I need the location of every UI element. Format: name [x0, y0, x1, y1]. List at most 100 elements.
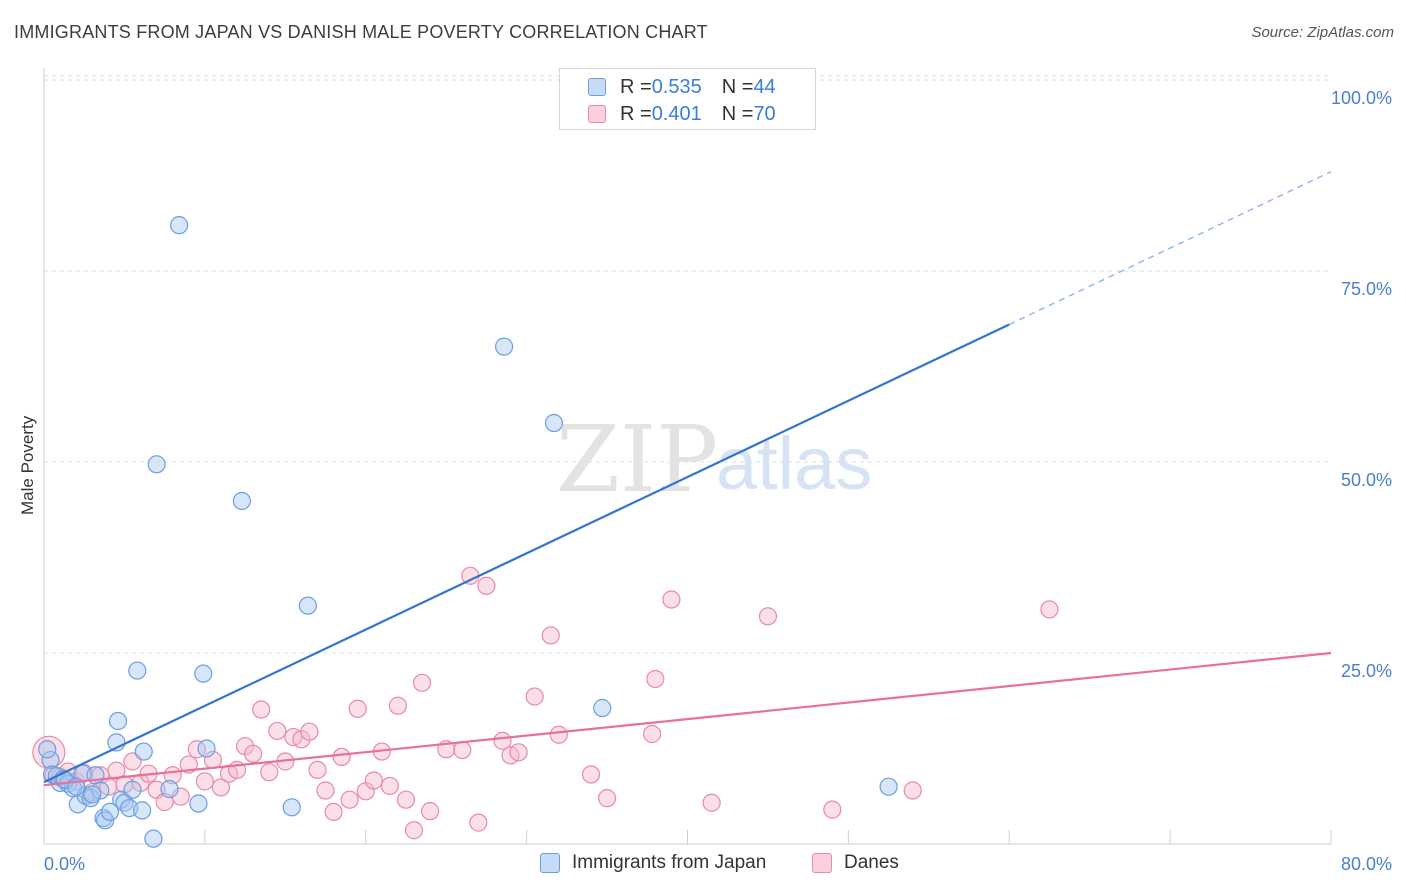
japan-point: [38, 740, 57, 759]
source-label: Source: ZipAtlas.com: [1251, 24, 1394, 41]
watermark-atlas: atlas: [716, 422, 872, 505]
japan-point: [134, 742, 153, 761]
japan-point: [128, 661, 147, 680]
danes-point: [187, 740, 206, 759]
japan-point: [232, 491, 251, 511]
japan-point: [189, 794, 208, 813]
danes-point: [541, 626, 560, 645]
japan-point: [96, 811, 115, 830]
danes-point: [324, 802, 343, 822]
danes-point: [643, 724, 662, 744]
japan-point: [144, 829, 163, 848]
danes-point: [195, 772, 214, 791]
danes-point: [388, 696, 408, 715]
series-legend: Immigrants from Japan Danes: [0, 852, 1406, 878]
japan-point: [100, 802, 120, 822]
danes-point: [549, 725, 568, 744]
y-axis-label-wrap: Male Poverty: [18, 416, 42, 635]
legend-swatch-japan: [588, 78, 606, 96]
y-tick-label: 25.0%: [1341, 661, 1392, 681]
japan-point: [133, 801, 152, 820]
danes-point: [316, 781, 335, 800]
japan-point: [108, 711, 128, 731]
japan-point: [83, 785, 102, 804]
danes-point: [702, 793, 721, 812]
japan-points: [38, 70, 898, 848]
danes-point: [404, 821, 424, 840]
danes-point: [107, 761, 126, 780]
y-tick-label: 75.0%: [1341, 279, 1392, 299]
x-tick-label: 80.0%: [1341, 854, 1392, 874]
japan-point: [147, 455, 166, 474]
danes-point: [509, 743, 528, 762]
legend-n-value: 44: [753, 75, 776, 98]
danes-trend-line: [43, 651, 1332, 787]
danes-point: [252, 700, 271, 719]
axes: [43, 68, 1332, 845]
japan-point: [298, 596, 317, 615]
danes-point: [823, 800, 842, 819]
correlation-legend: R = 0.535 N = 44 R = 0.401 N = 70: [559, 68, 816, 130]
legend-row-japan: R = 0.535 N = 44: [588, 74, 776, 100]
japan-point: [197, 739, 216, 758]
japan-point: [41, 750, 60, 770]
legend-n-value: 70: [753, 102, 776, 125]
legend-n-label: N =: [721, 75, 754, 98]
danes-point: [244, 744, 263, 763]
japan-point: [282, 798, 301, 817]
danes-point: [469, 813, 488, 832]
legend-swatch-danes: [588, 105, 606, 123]
y-tick-label: 100.0%: [1331, 88, 1392, 108]
chart-title: IMMIGRANTS FROM JAPAN VS DANISH MALE POV…: [14, 22, 708, 42]
danes-point: [300, 722, 319, 741]
danes-point: [525, 687, 544, 706]
y-tick-label: 50.0%: [1341, 470, 1392, 490]
legend-swatch-danes: [812, 853, 832, 873]
legend-r-value: 0.535: [651, 75, 702, 98]
japan-trend-line: [43, 323, 1010, 784]
legend-r-label: R =: [620, 102, 652, 125]
japan-point: [115, 793, 134, 812]
danes-point: [581, 765, 601, 784]
danes-point: [268, 721, 287, 741]
japan-point: [495, 337, 514, 356]
danes-point: [364, 771, 383, 790]
legend-label-danes: Danes: [844, 852, 899, 873]
legend-r-label: R =: [620, 75, 652, 98]
danes-point: [348, 699, 367, 718]
japan-point: [593, 698, 612, 718]
japan-point: [194, 664, 213, 683]
danes-point: [421, 802, 440, 821]
danes-points: [32, 566, 1059, 840]
danes-point: [211, 778, 231, 797]
danes-point: [260, 763, 279, 782]
danes-point: [662, 590, 681, 609]
danes-point: [903, 781, 922, 800]
legend-r-value: 0.401: [651, 102, 702, 125]
danes-point: [646, 669, 665, 689]
legend-label-japan: Immigrants from Japan: [572, 852, 767, 873]
y-axis-label: Male Poverty: [18, 415, 37, 515]
danes-point: [477, 576, 496, 595]
japan-point: [123, 780, 142, 799]
legend-swatch-japan: [540, 853, 560, 873]
japan-trend-extension: [1008, 171, 1332, 326]
x-tick-label: 0.0%: [44, 854, 85, 874]
legend-item-japan: Immigrants from Japan: [540, 852, 766, 874]
danes-point: [396, 790, 416, 809]
watermark: ZIP atlas: [556, 406, 872, 513]
danes-point: [308, 760, 327, 779]
danes-point: [380, 776, 399, 796]
legend-n-label: N =: [721, 102, 754, 125]
danes-point: [332, 747, 351, 767]
japan-point: [160, 779, 179, 799]
danes-point: [412, 673, 432, 692]
trend-lines: [43, 171, 1332, 787]
legend-row-danes: R = 0.401 N = 70: [588, 101, 776, 127]
danes-point: [758, 607, 778, 626]
danes-point: [597, 789, 617, 808]
gridlines: [44, 75, 1331, 654]
tick-labels: 100.0% 75.0% 50.0% 25.0% 0.0% 80.0%: [44, 88, 1392, 874]
danes-point: [453, 740, 472, 760]
